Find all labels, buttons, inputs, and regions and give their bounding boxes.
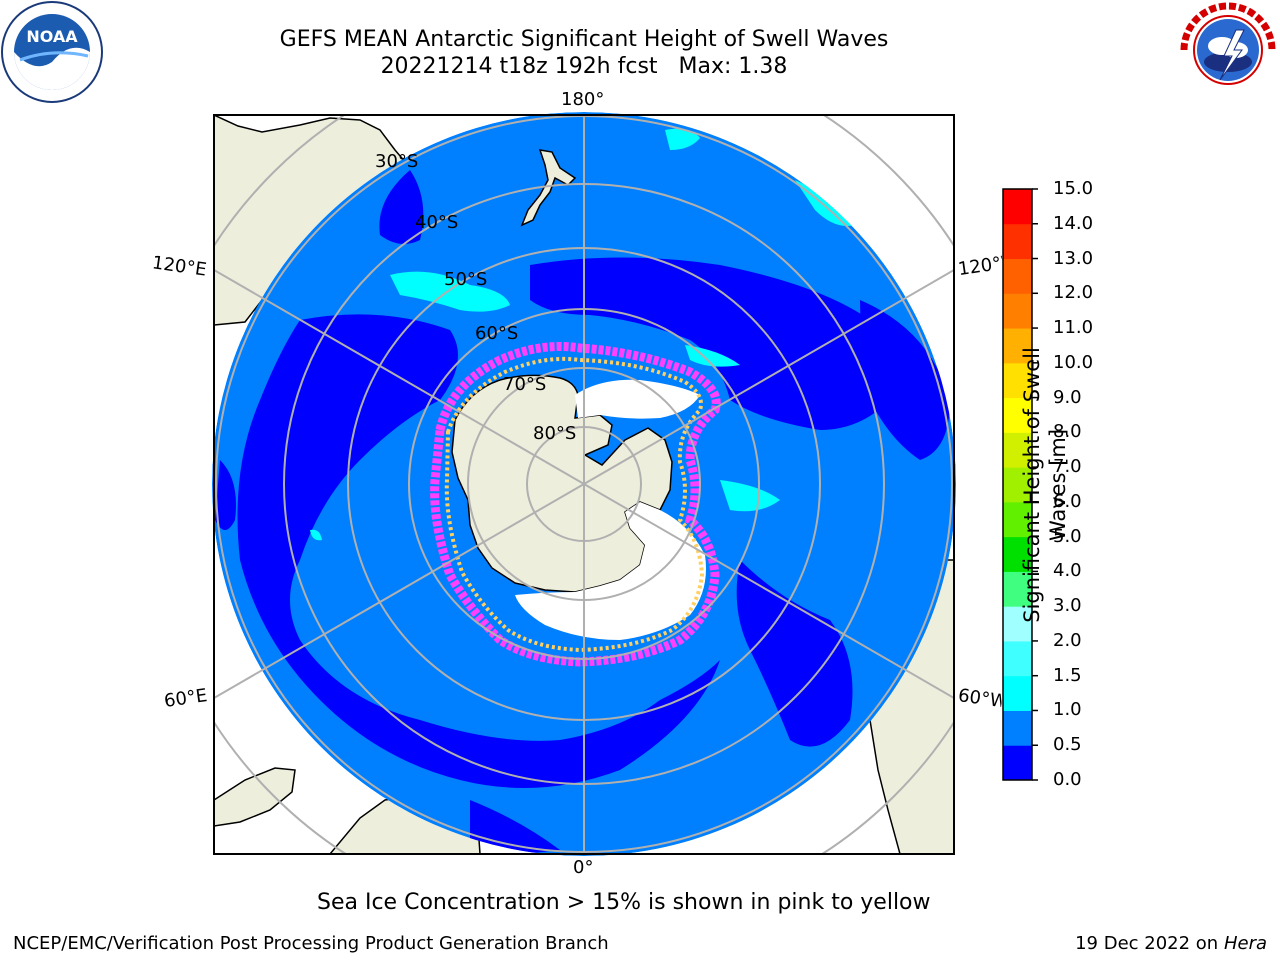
colorbar <box>1003 188 1038 781</box>
national-weather-service-logo <box>1180 2 1276 98</box>
sea-ice-inner <box>444 356 705 653</box>
ross-sea-ice <box>575 379 700 419</box>
colorbar-bin <box>1003 432 1032 468</box>
colorbar-bin <box>1003 536 1032 572</box>
map-frame <box>213 114 955 855</box>
colorbar-tick-label: 14.0 <box>1053 212 1094 234</box>
colorbar-tick-label: 8.0 <box>1053 421 1082 443</box>
lat-label-80s: 80°S <box>533 423 577 444</box>
colorbar-bin <box>1003 397 1032 433</box>
colorbar-tick-label: 5.0 <box>1053 525 1082 547</box>
chart-subtitle: 20221214 t18z 192h fcst Max: 1.38 <box>214 54 954 80</box>
lat-label-40s: 40°S <box>415 212 459 233</box>
colorbar-title-line2: Waves [m] <box>1046 428 1070 542</box>
colorbar-tick-label: 6.0 <box>1053 490 1082 512</box>
lat-label-50s: 50°S <box>444 269 488 290</box>
colorbar-tick-label: 12.0 <box>1053 282 1094 304</box>
colorbar-bin <box>1003 501 1032 538</box>
footer-credit: NCEP/EMC/Verification Post Processing Pr… <box>13 933 609 954</box>
colorbar-bin <box>1003 258 1032 294</box>
colorbar-bin <box>1003 223 1032 260</box>
colorbar-tick-label: 11.0 <box>1053 317 1094 339</box>
weddell-sea-ice <box>515 502 706 640</box>
footer-host: Hera <box>1223 933 1267 954</box>
colorbar-bin <box>1003 606 1032 642</box>
low-swell-regions <box>215 170 950 856</box>
lon-label-180: 180° <box>561 89 605 110</box>
colorbar-bin <box>1003 189 1032 225</box>
footer-date: 19 Dec 2022 on Hera <box>1075 933 1267 954</box>
colorbar-tick-label: 4.0 <box>1053 560 1082 582</box>
colorbar-tick-label: 1.0 <box>1053 699 1082 721</box>
noaa-logo-text: NOAA <box>26 27 78 46</box>
colorbar-bin <box>1003 467 1032 503</box>
colorbar-tick-label: 13.0 <box>1053 247 1094 269</box>
colorbar-tick-label: 0.5 <box>1053 734 1082 756</box>
colorbar-bin <box>1003 710 1032 746</box>
colorbar-frame <box>1002 188 1033 781</box>
lat-label-60s: 60°S <box>475 323 519 344</box>
noaa-logo: NOAA <box>1 1 103 103</box>
colorbar-tick-label: 0.0 <box>1053 769 1082 790</box>
footer-date-text: 19 Dec 2022 on <box>1075 933 1219 954</box>
run-info: 20221214 t18z 192h fcst <box>380 54 658 79</box>
colorbar-tick-label: 7.0 <box>1053 456 1082 478</box>
lon-label-0: 0° <box>573 857 594 878</box>
sea-ice-note: Sea Ice Concentration > 15% is shown in … <box>317 890 931 915</box>
graticule <box>214 115 954 854</box>
colorbar-bin <box>1003 745 1032 781</box>
colorbar-bin <box>1003 640 1032 677</box>
swell-1-1.5-patches <box>310 128 855 541</box>
colorbar-tick-label: 15.0 <box>1053 178 1094 199</box>
colorbar-tick-label: 9.0 <box>1053 386 1082 408</box>
colorbar-bin <box>1003 328 1032 364</box>
colorbar-bin <box>1003 362 1032 399</box>
max-label: Max: 1.38 <box>678 54 788 79</box>
colorbar-bin <box>1003 293 1032 329</box>
lat-label-70s: 70°S <box>503 374 547 395</box>
colorbar-tick-label: 3.0 <box>1053 595 1082 617</box>
colorbar-tick-label: 10.0 <box>1053 351 1094 373</box>
chart-title: GEFS MEAN Antarctic Significant Height o… <box>279 27 889 52</box>
colorbar-bin <box>1003 675 1032 711</box>
colorbar-title-line1: Significant Height of Swell <box>1020 347 1044 623</box>
colorbar-tick-label: 1.5 <box>1053 664 1082 686</box>
lat-label-30s: 30°S <box>375 151 419 172</box>
new-zealand-land <box>520 149 577 227</box>
colorbar-bin <box>1003 571 1032 607</box>
colorbar-tick-label: 2.0 <box>1053 629 1082 651</box>
